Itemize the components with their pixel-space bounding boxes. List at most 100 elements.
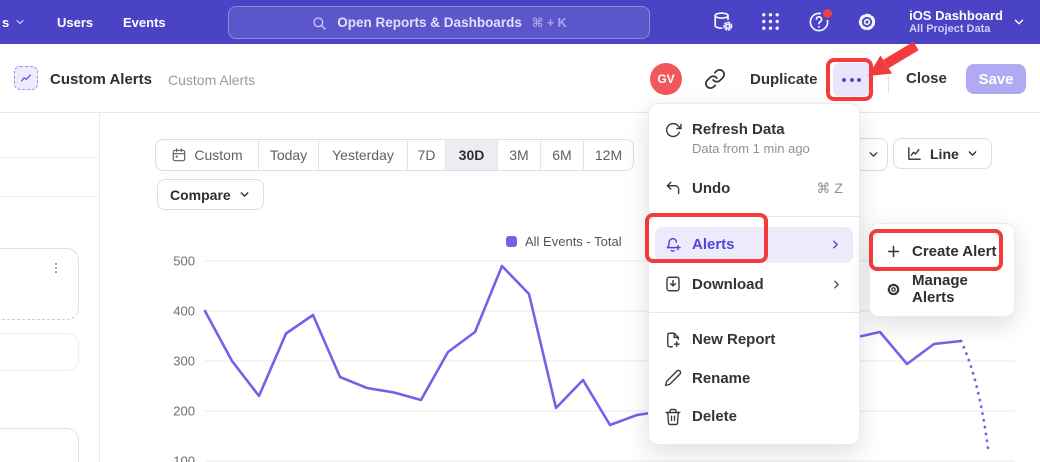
menu-divider [649,312,859,313]
top-navbar: s Users Events Open Reports & Dashboards… [0,0,1040,44]
line-chart-icon [906,145,923,162]
header-divider [888,62,889,93]
date-range-yesterday[interactable]: Yesterday [319,140,408,170]
date-range-label: Today [270,147,307,163]
alerts-submenu: Create Alert Manage Alerts [869,223,1015,317]
sidebar-item-boards[interactable]: s [2,0,26,44]
refresh-icon [664,121,682,139]
date-range-7d[interactable]: 7D [408,140,446,170]
sidebar-card[interactable] [0,428,79,462]
page-title: Custom Alerts [50,71,152,88]
date-range-label: 30D [459,147,485,163]
svg-text:400: 400 [173,304,195,319]
nav-item-events[interactable]: Events [123,0,166,44]
navbar-right-group: iOS Dashboard All Project Data [711,0,1026,44]
compare-button[interactable]: Compare [157,179,264,210]
submenu-item-manage-alerts[interactable]: Manage Alerts [870,274,1014,304]
nav-boards-label: s [2,15,9,30]
more-options-menu: Refresh Data Data from 1 min ago Undo ⌘ … [648,103,860,445]
compare-label: Compare [170,187,231,203]
apps-grid-icon[interactable] [759,10,783,34]
app-screen: 500 400 300 200 100 All Events - Total s Use… [0,0,1040,462]
date-range-3m[interactable]: 3M [498,140,541,170]
menu-item-alerts[interactable]: Alerts [655,227,853,264]
gear-icon [885,281,902,298]
date-range-label: 12M [595,147,622,163]
close-button[interactable]: Close [906,70,947,87]
sidebar-row-divider [0,157,97,158]
chevron-down-icon [238,188,251,201]
submenu-item-create-alert[interactable]: Create Alert [870,236,1014,266]
menu-item-download[interactable]: Download [649,266,859,303]
notification-dot [821,7,834,20]
date-range-label: Yesterday [332,147,394,163]
menu-item-label: Download [692,276,764,293]
chart-type-button[interactable]: Line [893,138,992,169]
project-switcher[interactable]: iOS Dashboard All Project Data [909,8,1026,36]
menu-item-undo[interactable]: Undo ⌘ Z [649,169,859,207]
duplicate-button[interactable]: Duplicate [750,71,818,88]
chart-type-label: Line [930,146,959,162]
svg-text:200: 200 [173,404,195,419]
svg-text:500: 500 [173,254,195,269]
date-range-30d-selected[interactable]: 30D [446,140,498,170]
kebab-menu-icon[interactable] [49,257,63,279]
project-scope: All Project Data [909,23,1003,36]
menu-item-label: Undo [692,180,730,197]
global-search-bar[interactable]: Open Reports & Dashboards ⌘ + K [228,6,650,39]
menu-item-label: New Report [692,331,775,348]
chevron-right-icon [830,278,843,291]
date-range-12m[interactable]: 12M [584,140,633,170]
menu-item-shortcut: ⌘ Z [817,180,843,197]
svg-text:100: 100 [173,454,195,462]
nav-users-label: Users [57,15,93,30]
menu-item-refresh-data[interactable]: Refresh Data Data from 1 min ago [649,112,859,169]
search-placeholder: Open Reports & Dashboards [337,15,522,30]
download-icon [664,275,682,293]
menu-item-label: Delete [692,408,737,425]
trash-icon [664,408,682,426]
save-button[interactable]: Save [966,64,1026,94]
date-range-control: Custom Today Yesterday 7D 30D 3M 6M 12M [155,139,634,171]
submenu-item-label: Create Alert [912,243,996,260]
date-range-label: 6M [552,147,571,163]
chart-legend-item[interactable]: All Events - Total [506,234,622,249]
nav-item-users[interactable]: Users [57,0,93,44]
search-shortcut: ⌘ + K [532,15,567,30]
search-icon [311,15,327,31]
menu-item-delete[interactable]: Delete [649,398,859,436]
menu-divider [649,216,859,217]
more-options-button[interactable] [833,63,870,96]
help-icon[interactable] [807,10,831,34]
menu-item-label: Alerts [692,236,735,253]
submenu-item-label: Manage Alerts [912,272,1002,306]
legend-swatch [506,236,517,247]
date-range-label: Custom [194,147,242,163]
date-range-label: 7D [418,147,436,163]
chevron-right-icon [829,238,842,251]
report-type-icon [14,66,38,90]
breadcrumb: Custom Alerts [168,72,255,88]
undo-icon [664,179,682,197]
document-plus-icon [664,331,682,349]
nav-events-label: Events [123,15,166,30]
avatar[interactable]: GV [650,63,682,95]
svg-text:300: 300 [173,354,195,369]
date-range-label: 3M [509,147,528,163]
menu-item-rename[interactable]: Rename [649,359,859,397]
sidebar-card[interactable] [0,333,79,371]
calendar-icon [171,147,187,163]
menu-item-new-report[interactable]: New Report [649,321,859,359]
share-link-icon[interactable] [704,68,726,90]
sidebar-card[interactable] [0,248,79,320]
date-range-custom[interactable]: Custom [156,140,259,170]
chevron-down-icon [14,16,26,28]
chevron-down-icon [867,148,880,161]
menu-item-label: Refresh Data [692,121,810,138]
data-management-icon[interactable] [711,10,735,34]
menu-item-sublabel: Data from 1 min ago [692,141,810,156]
menu-item-label: Rename [692,370,750,387]
settings-gear-icon[interactable] [855,10,879,34]
date-range-6m[interactable]: 6M [541,140,584,170]
date-range-today[interactable]: Today [259,140,319,170]
